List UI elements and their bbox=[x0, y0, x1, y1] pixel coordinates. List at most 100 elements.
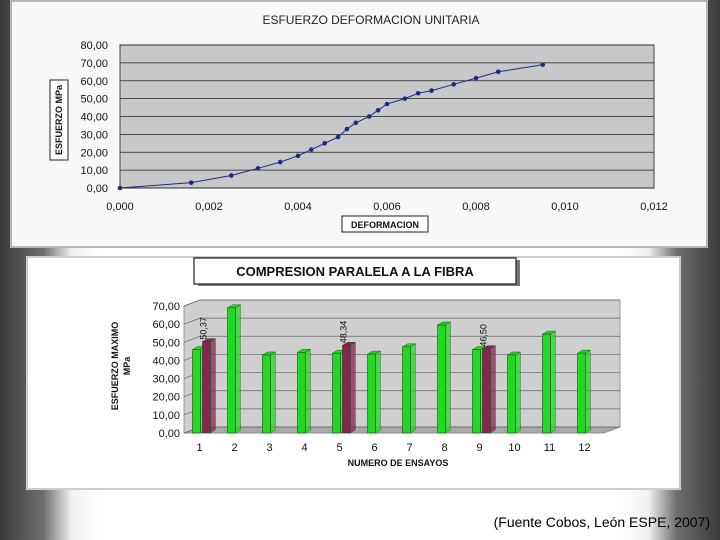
data-point bbox=[335, 134, 341, 140]
bar-green-side bbox=[375, 350, 381, 434]
bar-green-side bbox=[550, 330, 556, 434]
data-point bbox=[375, 107, 381, 113]
data-point bbox=[344, 126, 350, 132]
data-point bbox=[473, 75, 479, 81]
bar-green-side bbox=[410, 343, 416, 434]
x-tick-label: 7 bbox=[406, 442, 412, 454]
y-tick-labels: 0,00 10,00 20,00 30,00 40,00 50,00 60,00 70,00 bbox=[152, 301, 180, 440]
bar-green-front bbox=[367, 353, 376, 434]
y-tick-label: 20,00 bbox=[80, 147, 108, 159]
y-tick-label: 20,00 bbox=[152, 392, 180, 404]
data-point bbox=[228, 173, 234, 178]
bar-maroon bbox=[481, 345, 497, 434]
y-axis-label-line2: MPa bbox=[122, 356, 132, 376]
data-point bbox=[415, 90, 421, 96]
x-tick-label: 8 bbox=[441, 442, 447, 454]
x-axis-label: DEFORMACION bbox=[351, 220, 419, 230]
data-point bbox=[402, 96, 408, 101]
title-box bbox=[193, 257, 517, 285]
bar-green-front bbox=[577, 352, 586, 434]
x-tick-label: 0,012 bbox=[640, 201, 668, 213]
bar-maroon bbox=[201, 338, 217, 434]
x-tick-label: 0,006 bbox=[373, 201, 401, 213]
y-tick-label: 80,00 bbox=[80, 40, 108, 52]
x-tick-label: 9 bbox=[476, 442, 482, 454]
bar-green-front bbox=[227, 307, 236, 434]
y-tick-label: 50,00 bbox=[152, 337, 180, 349]
y-tick-label: 70,00 bbox=[152, 301, 180, 313]
x-tick-label: 3 bbox=[266, 442, 272, 454]
bar-green-side bbox=[305, 348, 311, 434]
series-points bbox=[117, 62, 546, 191]
compression-chart: COMPRESION PARALELA A LA FIBRA 0,0010,00… bbox=[26, 256, 681, 490]
bar-green bbox=[576, 349, 592, 434]
chart-title: COMPRESION PARALELA A LA FIBRA bbox=[236, 264, 474, 279]
bar-green bbox=[541, 330, 557, 434]
y-tick-label: 40,00 bbox=[152, 355, 180, 367]
x-tick-label: 1 bbox=[196, 442, 202, 454]
bar-green-front bbox=[437, 324, 446, 434]
data-label: 46,50 bbox=[479, 324, 489, 347]
data-label: 48,34 bbox=[339, 321, 349, 344]
x-tick-label: 0,000 bbox=[106, 201, 134, 213]
data-point bbox=[495, 69, 501, 75]
data-point bbox=[451, 82, 457, 87]
data-point bbox=[366, 114, 372, 119]
bar-green bbox=[261, 351, 277, 434]
y-axis-label: ESFUERZO MPa bbox=[54, 84, 64, 155]
x-tick-label: 0,010 bbox=[551, 201, 579, 213]
bar-green bbox=[296, 348, 312, 434]
data-point bbox=[384, 101, 390, 107]
bar-maroon-front bbox=[482, 348, 491, 434]
x-tick-labels: 1 2 3 4 5 6 7 8 9 10 11 12 bbox=[196, 442, 590, 454]
x-tick-label: 6 bbox=[371, 442, 377, 454]
grid-line bbox=[183, 299, 620, 307]
data-point bbox=[309, 147, 314, 152]
stress-strain-chart: ESFUERZO DEFORMACION UNITARIA 0,00 10,00 2… bbox=[10, 0, 708, 248]
bar-maroon-side bbox=[210, 338, 216, 434]
y-axis-label-line1: ESFUERZO MAXIMO bbox=[110, 322, 120, 411]
data-point bbox=[540, 62, 546, 67]
y-tick-label: 60,00 bbox=[152, 319, 180, 331]
bar-green-front bbox=[402, 346, 411, 434]
x-tick-label: 0,002 bbox=[195, 201, 223, 213]
bar-green-front bbox=[472, 349, 481, 434]
x-tick-label: 5 bbox=[336, 442, 342, 454]
bars: 50,37 48,34 46,50 bbox=[191, 304, 592, 434]
bar-maroon bbox=[341, 341, 357, 434]
data-point bbox=[429, 88, 434, 93]
y-tick-label: 30,00 bbox=[80, 129, 108, 141]
bar-green-side bbox=[235, 304, 241, 434]
bar-green-front bbox=[332, 352, 341, 434]
x-tick-label: 12 bbox=[578, 442, 590, 454]
bar-green-front bbox=[192, 349, 201, 434]
x-tick-label: 4 bbox=[301, 442, 307, 454]
data-point bbox=[322, 141, 328, 146]
bar-green bbox=[436, 321, 452, 434]
data-point bbox=[117, 185, 123, 191]
bar-green bbox=[506, 351, 522, 434]
y-tick-label: 10,00 bbox=[80, 165, 108, 177]
bar-green-front bbox=[297, 351, 306, 434]
y-tick-label: 0,00 bbox=[159, 428, 180, 440]
data-point bbox=[255, 166, 261, 171]
data-point bbox=[188, 180, 194, 185]
y-axis-label-box bbox=[49, 79, 69, 161]
y-tick-label: 0,00 bbox=[87, 183, 108, 195]
bar-green-side bbox=[445, 321, 451, 434]
chart-title: ESFUERZO DEFORMACION UNITARIA bbox=[262, 13, 479, 27]
bar-maroon-front bbox=[342, 344, 351, 434]
bar-maroon-side bbox=[490, 345, 496, 434]
y-tick-labels: 0,00 10,00 20,00 30,00 40,00 50,00 60,00 70,00 8… bbox=[80, 40, 108, 195]
grid-line bbox=[183, 317, 620, 325]
bar-green-front bbox=[507, 354, 516, 434]
compression-chart-panel: COMPRESION PARALELA A LA FIBRA 0,00 10,00… bbox=[26, 256, 681, 490]
grid-lines bbox=[120, 44, 654, 189]
bar-maroon-front bbox=[202, 341, 211, 434]
x-tick-label: 10 bbox=[508, 442, 520, 454]
x-tick-label: 2 bbox=[231, 442, 237, 454]
bar-green-side bbox=[270, 351, 276, 434]
y-tick-label: 50,00 bbox=[80, 94, 108, 106]
grid-line bbox=[183, 335, 620, 343]
data-point bbox=[277, 159, 283, 165]
